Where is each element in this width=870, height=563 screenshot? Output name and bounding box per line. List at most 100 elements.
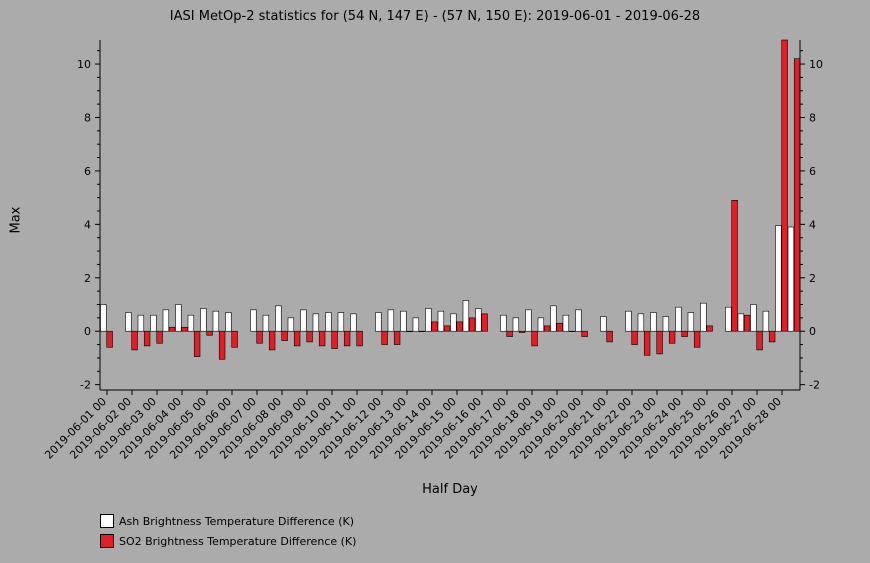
bar-so2 [406,330,413,333]
bar-ash [300,309,307,332]
bar-so2 [168,326,176,332]
x-axis-label: Half Day [422,482,478,497]
bar-ash [450,313,457,332]
y-tick-label-right: 10 [809,58,823,71]
bar-so2 [356,330,363,347]
bar-so2 [268,330,276,351]
bar-so2 [506,330,513,337]
bar-ash [200,308,207,332]
legend-swatch-so2 [100,534,114,548]
bar-ash [375,312,382,332]
bar-ash [475,308,482,332]
bar-so2 [756,330,763,351]
y-tick-label-right: -2 [809,379,820,392]
bar-so2 [731,200,738,332]
bar-ash [262,314,270,332]
bar-ash [637,313,645,332]
bar-ash [662,316,670,332]
bar-ash [550,305,557,332]
bar-ash [575,309,582,332]
bar-ash [625,310,632,332]
bar-ash [500,314,507,332]
bar-ash [462,300,470,332]
bar-so2 [193,330,201,357]
bar-so2 [781,39,788,332]
bar-so2 [543,325,551,332]
bar-so2 [281,330,288,341]
bar-so2 [531,330,538,347]
bar-ash [125,312,132,332]
bar-ash [437,310,445,332]
bar-so2 [668,330,676,344]
bar-so2 [131,330,138,351]
legend-label-ash: Ash Brightness Temperature Difference (K… [119,514,354,528]
bar-ash [100,304,107,332]
y-tick-label-right: 6 [809,165,816,178]
legend-item-ash: Ash Brightness Temperature Difference (K… [100,513,354,529]
bar-so2 [693,330,701,348]
bar-ash [750,304,757,332]
bar-ash [737,313,745,332]
bar-ash [150,314,157,332]
bar-ash [212,310,220,332]
bar-ash [525,309,532,332]
bar-ash [325,312,332,332]
bar-so2 [468,317,476,332]
bar-so2 [306,330,313,343]
bar-so2 [256,330,263,344]
chart-title: IASI MetOp-2 statistics for (54 N, 147 E… [169,9,701,24]
bar-so2 [343,330,351,347]
bar-ash [600,316,607,332]
bar-ash [400,310,407,332]
bar-ash [175,304,182,332]
bar-ash [725,306,732,332]
bar-so2 [568,330,576,333]
legend-swatch-ash [100,514,114,528]
bar-ash [225,312,232,332]
bar-so2 [206,330,213,336]
bar-ash [762,310,770,332]
bar-ash [275,305,282,332]
bar-ash [337,312,345,332]
y-tick-label-left: -2 [80,379,91,392]
bar-so2 [481,313,488,332]
bar-ash [187,314,195,332]
y-tick-label-left: 4 [84,218,91,231]
bar-so2 [218,330,226,360]
bar-so2 [331,330,338,349]
legend-label-so2: SO2 Brightness Temperature Difference (K… [119,534,357,548]
bar-so2 [443,325,451,332]
bar-ash [687,312,695,332]
bar-ash [350,313,357,332]
bar-ash [775,225,782,332]
bar-ash [537,317,545,332]
bar-ash [387,309,395,332]
bars-group [100,39,801,360]
bar-so2 [643,330,651,356]
bar-so2 [106,330,113,348]
y-tick-label-left: 2 [84,272,91,285]
bar-so2 [743,314,751,332]
bar-so2 [156,330,163,344]
y-tick-label-left: 10 [77,58,91,71]
bar-ash [675,306,682,332]
bar-so2 [768,330,776,343]
bar-so2 [631,330,638,345]
y-tick-label-right: 4 [809,218,816,231]
bar-so2 [793,58,801,332]
bar-so2 [656,330,663,355]
y-tick-label-left: 0 [84,325,91,338]
bar-ash [137,314,145,332]
bar-so2 [518,330,526,333]
bar-ash [162,309,170,332]
bar-ash [562,314,570,332]
bar-so2 [556,322,563,332]
bar-ash [412,317,420,332]
bar-so2 [393,330,401,345]
bar-so2 [431,321,438,332]
bar-so2 [381,330,388,345]
bar-so2 [231,330,238,348]
bar-so2 [143,330,151,347]
bar-ash [650,312,657,332]
